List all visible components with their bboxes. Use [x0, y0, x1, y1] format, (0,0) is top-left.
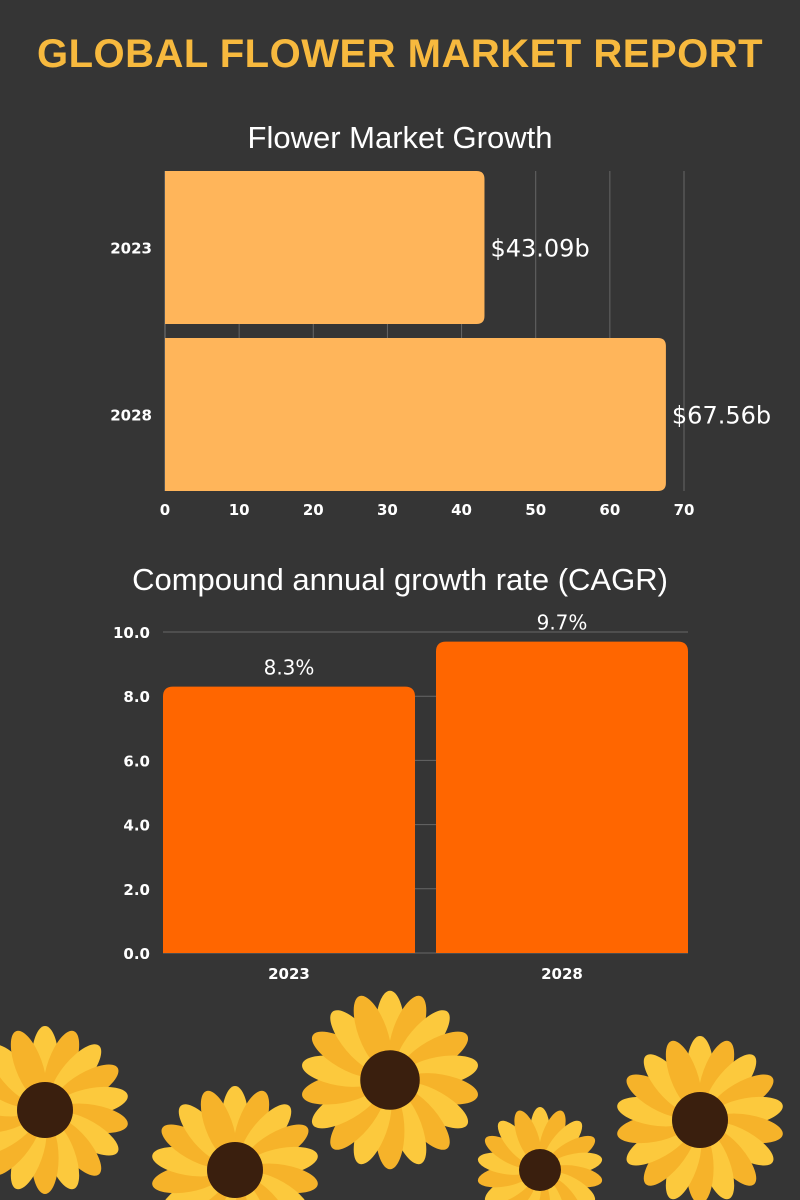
x-tick-label: 60 — [599, 501, 620, 519]
market-chart-title: Flower Market Growth — [247, 120, 553, 155]
y-tick-label: 6.0 — [123, 752, 150, 770]
x-tick-label: 50 — [525, 501, 546, 519]
sunflower — [152, 1086, 318, 1200]
sunflower — [617, 1036, 783, 1200]
cagr-chart-title: Compound annual growth rate (CAGR) — [132, 562, 668, 597]
bar — [436, 641, 688, 953]
cagr-chart: 0.0 2.0 4.0 6.0 8.0 10.0 8.3% 2023 9.7% 2028 — [113, 611, 688, 983]
data-label: 9.7% — [537, 611, 588, 635]
category-label: 2028 — [541, 965, 583, 983]
y-tick-label: 2.0 — [123, 881, 150, 899]
category-label: 2028 — [110, 407, 152, 425]
category-label: 2023 — [110, 240, 152, 258]
category-label: 2023 — [268, 965, 310, 983]
x-tick-label: 0 — [160, 501, 170, 519]
bar — [165, 171, 485, 324]
sunflower — [477, 1107, 603, 1200]
market-growth-chart: 0 10 20 30 40 50 60 70 2023 $43.09b 2028 $67.56b — [110, 171, 771, 519]
x-tick-label: 20 — [303, 501, 324, 519]
bar — [163, 686, 415, 953]
x-tick-label: 10 — [229, 501, 250, 519]
y-tick-label: 0.0 — [123, 945, 150, 963]
y-tick-label: 10.0 — [113, 624, 150, 642]
sunflower — [302, 990, 478, 1170]
y-tick-label: 8.0 — [123, 688, 150, 706]
x-tick-label: 30 — [377, 501, 398, 519]
y-tick-label: 4.0 — [123, 817, 150, 835]
data-label: 8.3% — [264, 656, 315, 680]
x-tick-label: 40 — [451, 501, 472, 519]
bar — [165, 338, 666, 491]
sunflower — [0, 1026, 128, 1194]
x-tick-label: 70 — [674, 501, 695, 519]
report-title: GLOBAL FLOWER MARKET REPORT — [36, 32, 764, 76]
data-label: $67.56b — [672, 402, 771, 430]
data-label: $43.09b — [490, 235, 589, 263]
sunflowers-image — [0, 990, 783, 1200]
